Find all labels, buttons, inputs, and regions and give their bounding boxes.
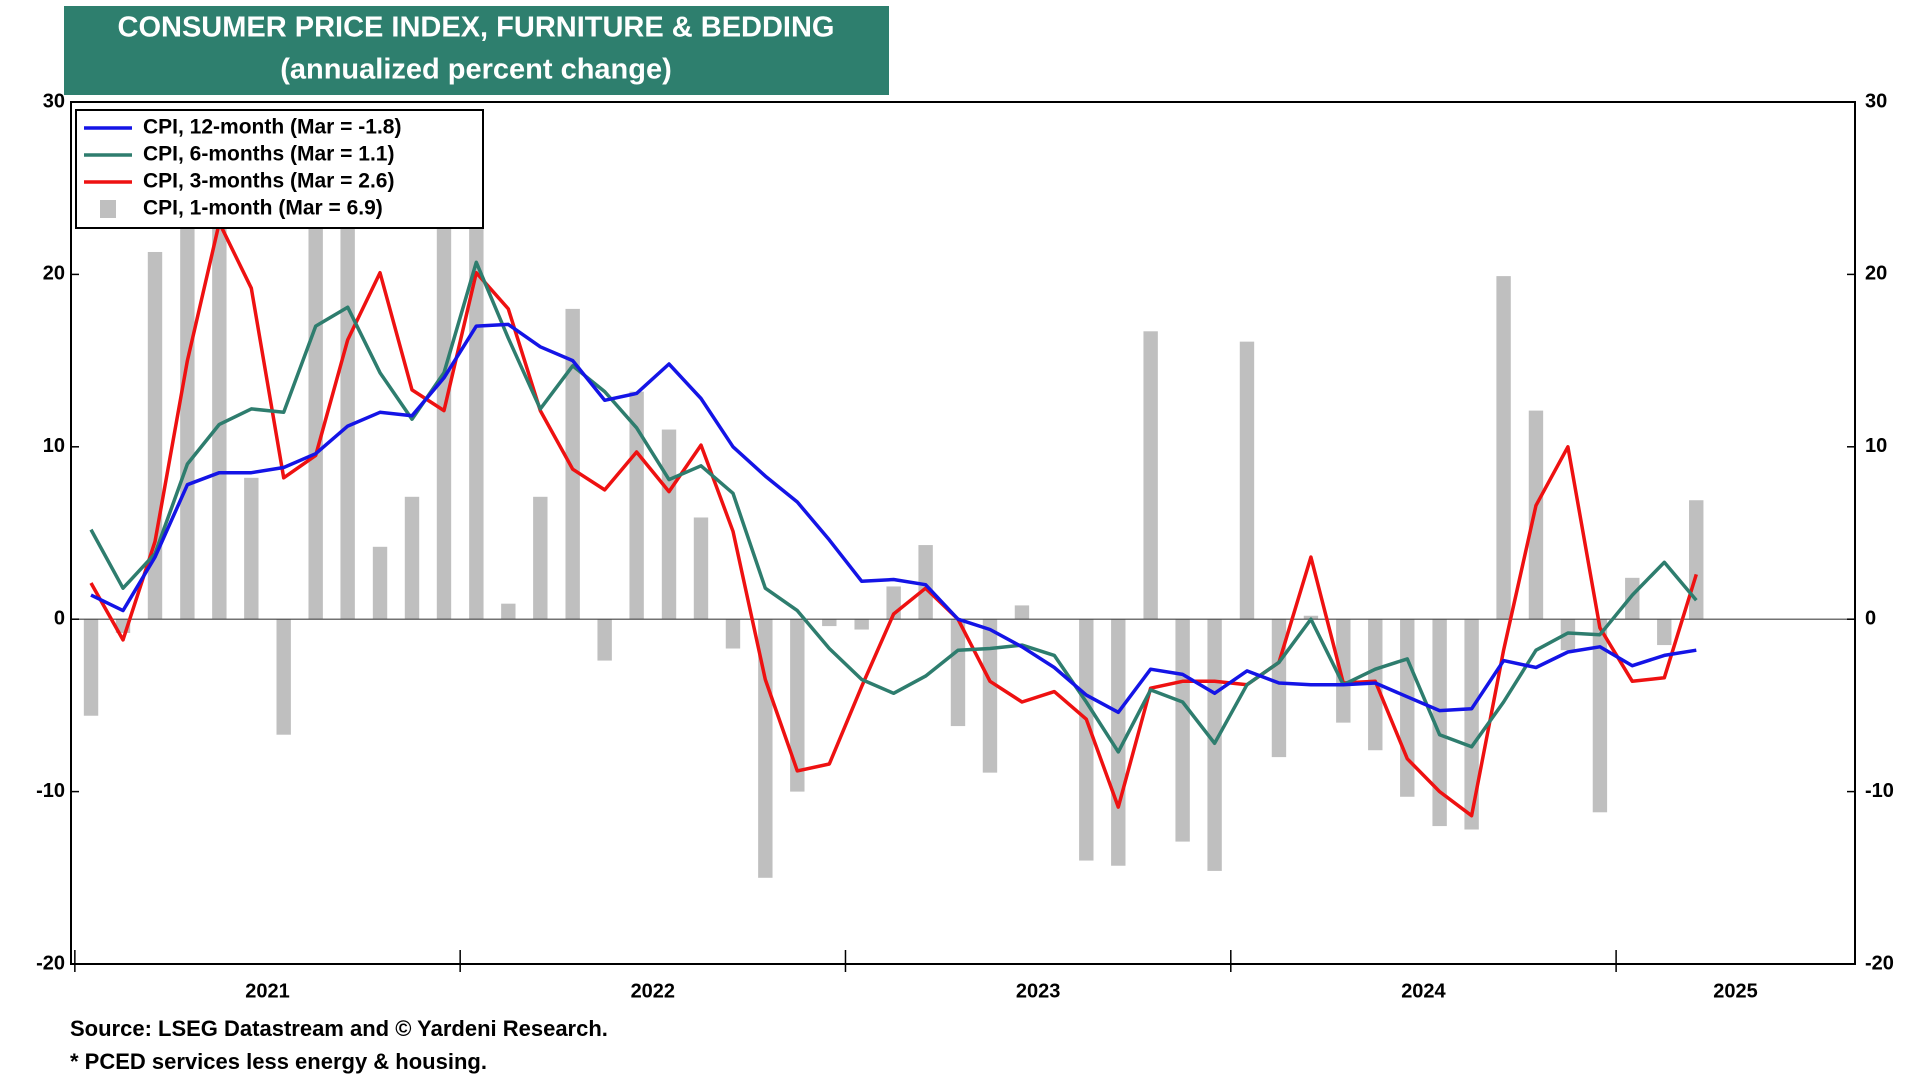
bar [1625, 577, 1640, 620]
plot-frame [70, 101, 1856, 965]
source-note: Source: LSEG Datastream and © Yardeni Re… [70, 1016, 608, 1041]
bar [404, 496, 420, 620]
series-line [90, 322, 1697, 715]
bar [1528, 410, 1544, 620]
bar [661, 429, 677, 620]
bar [1496, 276, 1511, 620]
bar [180, 170, 195, 620]
x-tick-label: 2022 [631, 980, 676, 1002]
series-line [89, 260, 1698, 754]
title-box [64, 6, 889, 95]
x-tick-label: 2023 [1016, 980, 1061, 1002]
y-tick-label: -10 [36, 780, 65, 802]
bar [1689, 500, 1704, 620]
bar [1657, 619, 1672, 646]
legend-label: CPI, 6-months (Mar = 1.1) [143, 143, 394, 166]
bar [1207, 619, 1222, 871]
bar [1239, 341, 1255, 620]
y-tick-label: -20 [36, 952, 65, 974]
x-tick-label: 2025 [1713, 980, 1758, 1002]
bar [758, 619, 773, 878]
x-tick-label: 2021 [245, 980, 290, 1002]
y2-tick-label: 20 [1865, 263, 1887, 285]
y2-tick-label: 30 [1865, 90, 1887, 112]
footnote: * PCED services less energy & housing. [70, 1049, 487, 1074]
bar [340, 205, 355, 620]
bar [372, 546, 388, 620]
legend-label: CPI, 3-months (Mar = 2.6) [143, 170, 394, 193]
bar [83, 619, 99, 716]
legend-label: CPI, 12-month (Mar = -1.8) [143, 116, 401, 139]
series-line [89, 220, 1698, 818]
bar [629, 391, 644, 620]
y2-tick-label: 0 [1865, 607, 1876, 629]
bar [725, 619, 741, 649]
bar [1464, 619, 1479, 830]
bar [693, 517, 709, 620]
bar [533, 496, 548, 620]
y-tick-label: 30 [43, 90, 65, 112]
bar [1400, 619, 1415, 797]
y2-tick-label: 10 [1865, 435, 1887, 457]
bar [1143, 331, 1158, 620]
bar [918, 545, 933, 620]
y-tick-label: 10 [43, 435, 65, 457]
bar [1432, 619, 1447, 827]
bar [308, 188, 323, 620]
bar [982, 619, 998, 773]
bar [469, 136, 484, 620]
y2-tick-label: -20 [1865, 952, 1894, 974]
legend-box [75, 109, 484, 229]
bar [244, 477, 259, 620]
chart-title: CONSUMER PRICE INDEX, FURNITURE & BEDDIN… [118, 12, 835, 44]
bar [212, 153, 227, 620]
bar [1079, 619, 1094, 861]
bar [1592, 619, 1608, 813]
plot-area [71, 136, 1855, 878]
bar [1111, 619, 1126, 866]
y-tick-label: 0 [54, 607, 65, 629]
bar [822, 619, 837, 627]
bar [565, 308, 580, 620]
y2-tick-label: -10 [1865, 780, 1894, 802]
bar [597, 619, 612, 661]
bar [1336, 619, 1351, 723]
legend-label: CPI, 1-month (Mar = 6.9) [143, 197, 383, 220]
bar [501, 603, 516, 620]
y-tick-label: 20 [43, 263, 65, 285]
bar [276, 619, 291, 735]
legend-swatch [100, 200, 116, 218]
bar [1014, 605, 1030, 620]
bar [854, 619, 869, 630]
x-tick-label: 2024 [1401, 980, 1446, 1002]
bar [1175, 619, 1190, 842]
bar [790, 619, 805, 792]
chart-subtitle: (annualized percent change) [280, 54, 672, 86]
bar [950, 619, 966, 727]
